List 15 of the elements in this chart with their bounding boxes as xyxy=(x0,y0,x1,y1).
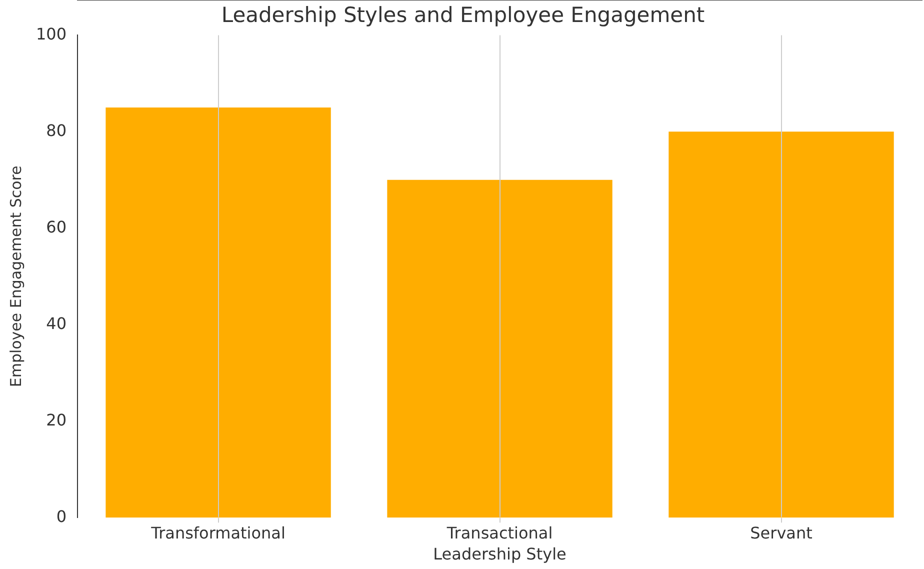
y-tick-label: 100 xyxy=(36,24,67,44)
x-tick-label: Transactional xyxy=(446,523,553,542)
y-axis-title: Employee Engagement Score xyxy=(6,166,25,388)
y-tick-label: 20 xyxy=(46,410,67,430)
bar xyxy=(106,108,331,518)
y-tick-label: 60 xyxy=(46,217,67,236)
x-tick-label: Servant xyxy=(750,523,812,542)
x-tick-label: Transformational xyxy=(150,523,286,542)
y-tick-label: 80 xyxy=(46,120,67,140)
bar xyxy=(668,132,894,518)
bar xyxy=(387,180,612,518)
y-tick-label: 0 xyxy=(56,506,67,526)
x-axis-title: Leadership Style xyxy=(433,544,566,564)
chart-title: Leadership Styles and Employee Engagement xyxy=(221,3,705,28)
y-tick-label: 40 xyxy=(46,314,67,333)
